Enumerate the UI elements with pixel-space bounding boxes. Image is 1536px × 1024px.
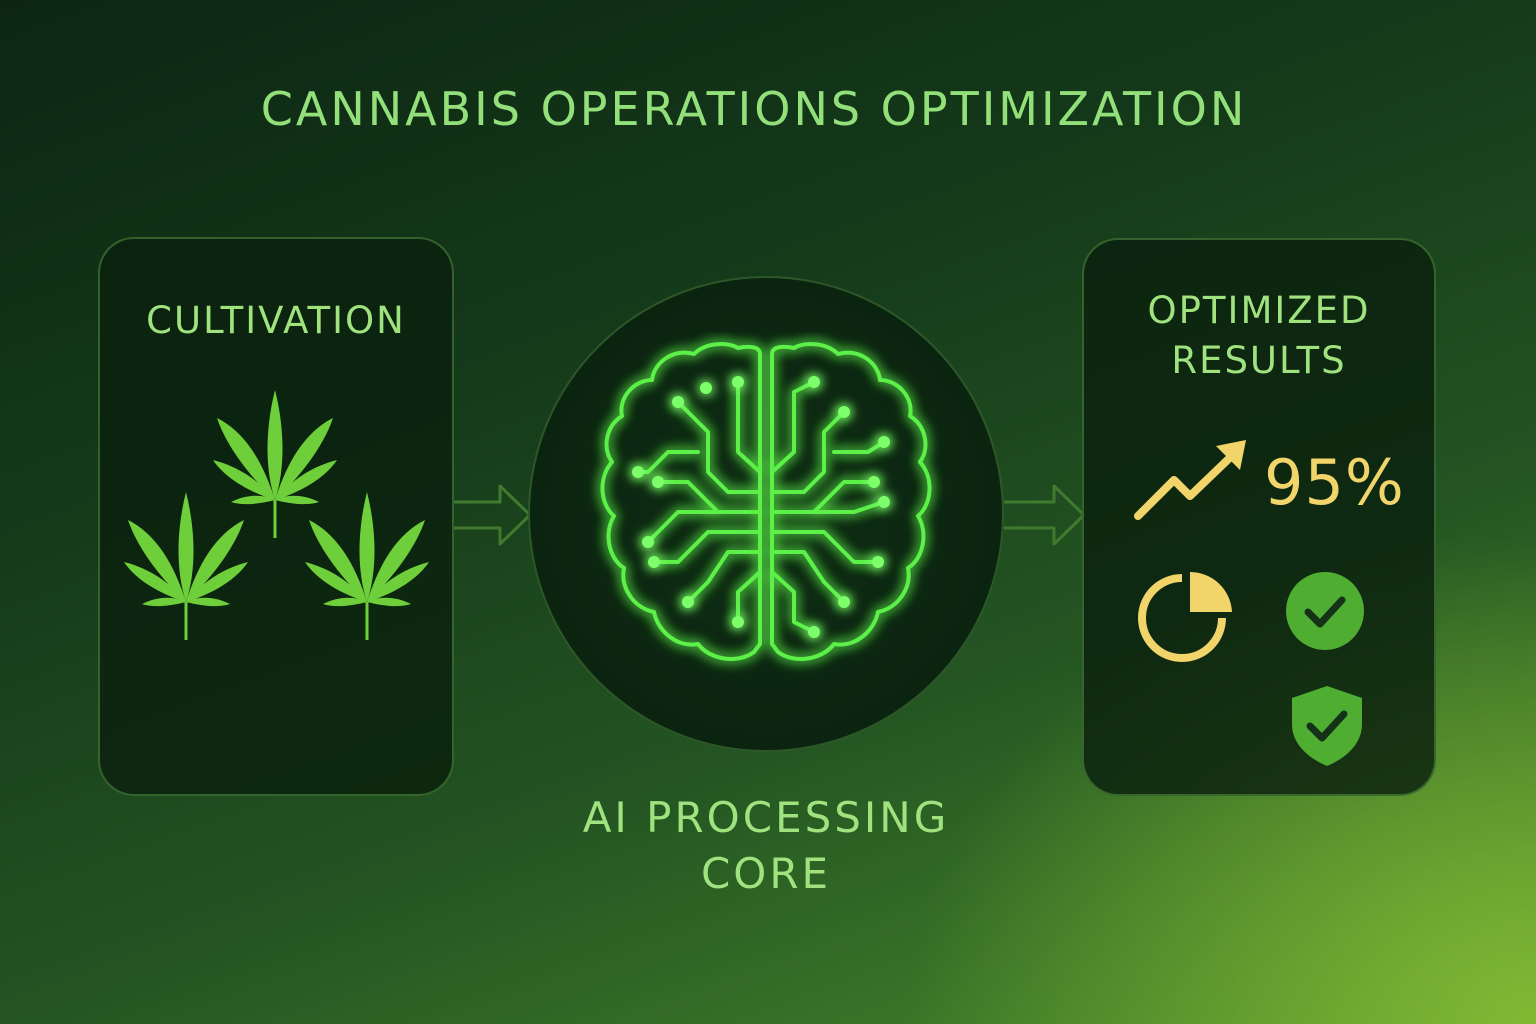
results-percent: 95%	[1264, 446, 1405, 519]
cannabis-leaf-icon	[124, 492, 248, 640]
shield-check-icon	[1292, 686, 1362, 766]
pie-chart-icon	[1138, 572, 1232, 662]
results-label-line1: OPTIMIZED	[1147, 289, 1371, 332]
cannabis-leaf-icon	[213, 390, 337, 538]
ai-core-label-line1: AI PROCESSING	[582, 793, 950, 842]
circuit-brain-icon	[600, 342, 932, 661]
ai-core-label: AI PROCESSING CORE	[540, 790, 992, 902]
results-label: OPTIMIZED RESULTS	[1082, 286, 1436, 386]
ai-core-circle	[528, 276, 1004, 752]
check-circle-icon	[1286, 572, 1364, 650]
page-title: CANNABIS OPERATIONS OPTIMIZATION	[260, 82, 1248, 136]
ai-core-label-line2: CORE	[700, 849, 832, 898]
arrow-right-icon	[454, 484, 532, 546]
arrow-right-icon	[1004, 484, 1086, 546]
cultivation-label: CULTIVATION	[146, 299, 406, 342]
trend-up-arrow-icon	[1134, 440, 1246, 520]
results-label-line2: RESULTS	[1171, 339, 1347, 382]
cultivation-leaves	[124, 390, 429, 640]
cannabis-leaf-icon	[305, 492, 429, 640]
